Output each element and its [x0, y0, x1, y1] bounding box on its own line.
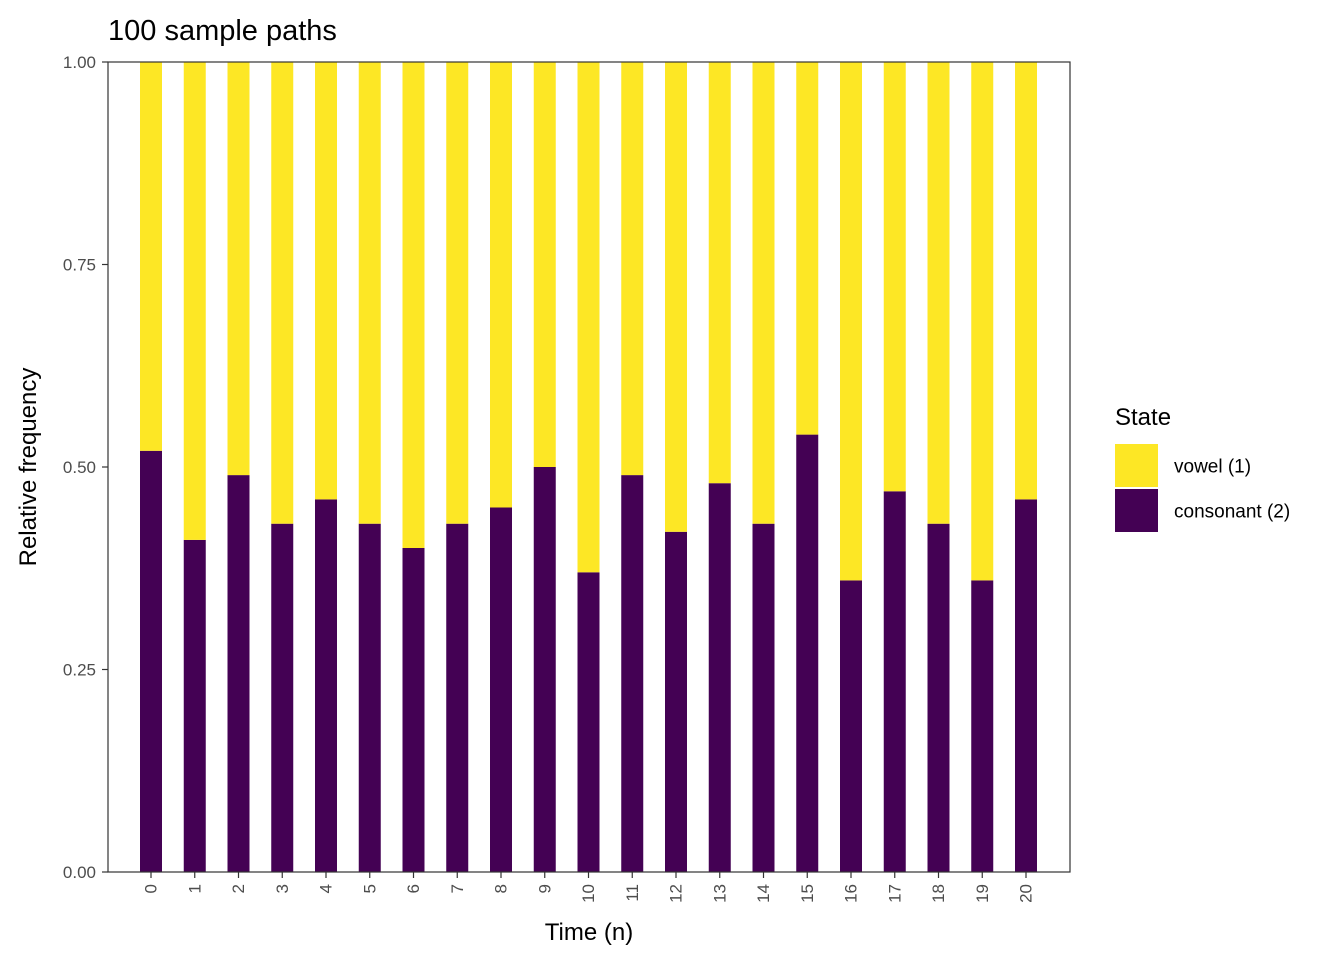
y-tick-label: 0.00 [63, 863, 96, 882]
bar-consonant-0 [140, 450, 162, 872]
x-tick-label: 16 [842, 884, 861, 903]
bar-vowel-8 [490, 62, 512, 508]
bar-consonant-4 [315, 499, 337, 872]
x-tick-label: 9 [535, 884, 554, 893]
x-tick-label: 5 [360, 884, 379, 893]
bar-vowel-12 [665, 62, 687, 532]
bar-consonant-20 [1015, 499, 1037, 872]
x-tick-label: 12 [667, 884, 686, 903]
x-tick-label: 20 [1017, 884, 1036, 903]
bar-consonant-16 [840, 580, 862, 872]
y-tick-label: 0.25 [63, 661, 96, 680]
bar-consonant-12 [665, 531, 687, 872]
x-tick-label: 10 [579, 884, 598, 903]
bar-consonant-14 [752, 523, 775, 872]
x-tick-label: 15 [798, 884, 817, 903]
bar-vowel-18 [927, 62, 950, 524]
bar-vowel-0 [140, 62, 162, 451]
y-axis: 0.00 0.25 0.50 0.75 1.00 [63, 53, 108, 882]
bar-consonant-17 [883, 491, 906, 872]
x-tick-label: 6 [404, 884, 423, 893]
bar-consonant-19 [971, 580, 994, 872]
x-tick-label: 8 [492, 884, 511, 893]
bar-vowel-7 [446, 62, 469, 524]
bar-vowel-15 [796, 62, 819, 435]
bar-vowel-19 [971, 62, 994, 581]
bar-vowel-10 [577, 62, 600, 573]
bar-vowel-11 [621, 62, 644, 476]
y-tick-label: 0.75 [63, 256, 96, 275]
y-tick-label: 1.00 [63, 53, 96, 72]
bar-vowel-13 [708, 62, 731, 484]
bar-vowel-1 [183, 62, 206, 540]
bar-vowel-14 [752, 62, 775, 524]
x-tick-label: 13 [710, 884, 729, 903]
x-tick-label: 1 [185, 884, 204, 893]
bar-consonant-9 [533, 467, 556, 872]
bar-consonant-13 [708, 483, 731, 872]
bar-vowel-9 [533, 62, 556, 467]
bar-vowel-2 [227, 62, 250, 476]
bar-consonant-18 [927, 523, 950, 872]
bar-consonant-15 [796, 434, 819, 872]
bar-consonant-11 [621, 475, 644, 872]
x-tick-label: 19 [973, 884, 992, 903]
bar-consonant-5 [358, 523, 381, 872]
bar-vowel-17 [883, 62, 906, 492]
x-axis-title: Time (n) [545, 919, 633, 946]
bar-consonant-1 [183, 539, 206, 872]
legend: State vowel (1) consonant (2) [1115, 404, 1290, 532]
bar-vowel-3 [271, 62, 294, 524]
x-tick-label: 2 [229, 884, 248, 893]
x-tick-label: 4 [317, 884, 336, 893]
bar-consonant-10 [577, 572, 600, 872]
bar-vowel-16 [840, 62, 862, 581]
bar-consonant-8 [490, 507, 512, 872]
bar-consonant-3 [271, 523, 294, 872]
legend-key-consonant [1115, 489, 1158, 532]
legend-key-vowel [1115, 444, 1158, 487]
bar-consonant-6 [402, 548, 425, 872]
bar-vowel-20 [1015, 62, 1037, 500]
y-tick-label: 0.50 [63, 458, 96, 477]
chart-title: 100 sample paths [108, 15, 337, 47]
y-axis-title: Relative frequency [15, 368, 42, 567]
bar-consonant-7 [446, 523, 469, 872]
bar-vowel-6 [402, 62, 425, 548]
legend-title: State [1115, 404, 1171, 431]
x-tick-label: 0 [142, 884, 161, 893]
x-tick-label: 11 [623, 884, 642, 902]
bars-group [140, 62, 1037, 872]
x-tick-label: 7 [448, 884, 467, 893]
x-tick-label: 18 [929, 884, 948, 903]
bar-vowel-4 [315, 62, 337, 500]
bar-vowel-5 [358, 62, 381, 524]
legend-label-consonant: consonant (2) [1174, 502, 1290, 523]
legend-label-vowel: vowel (1) [1174, 457, 1251, 478]
x-tick-label: 14 [754, 884, 773, 903]
x-tick-label: 17 [885, 884, 904, 903]
bar-consonant-2 [227, 475, 250, 872]
x-tick-label: 3 [273, 884, 292, 893]
x-axis: 0 1 2 3 4 5 6 7 8 9 10 11 12 13 14 15 16 17 18 19 20 [142, 872, 1036, 903]
